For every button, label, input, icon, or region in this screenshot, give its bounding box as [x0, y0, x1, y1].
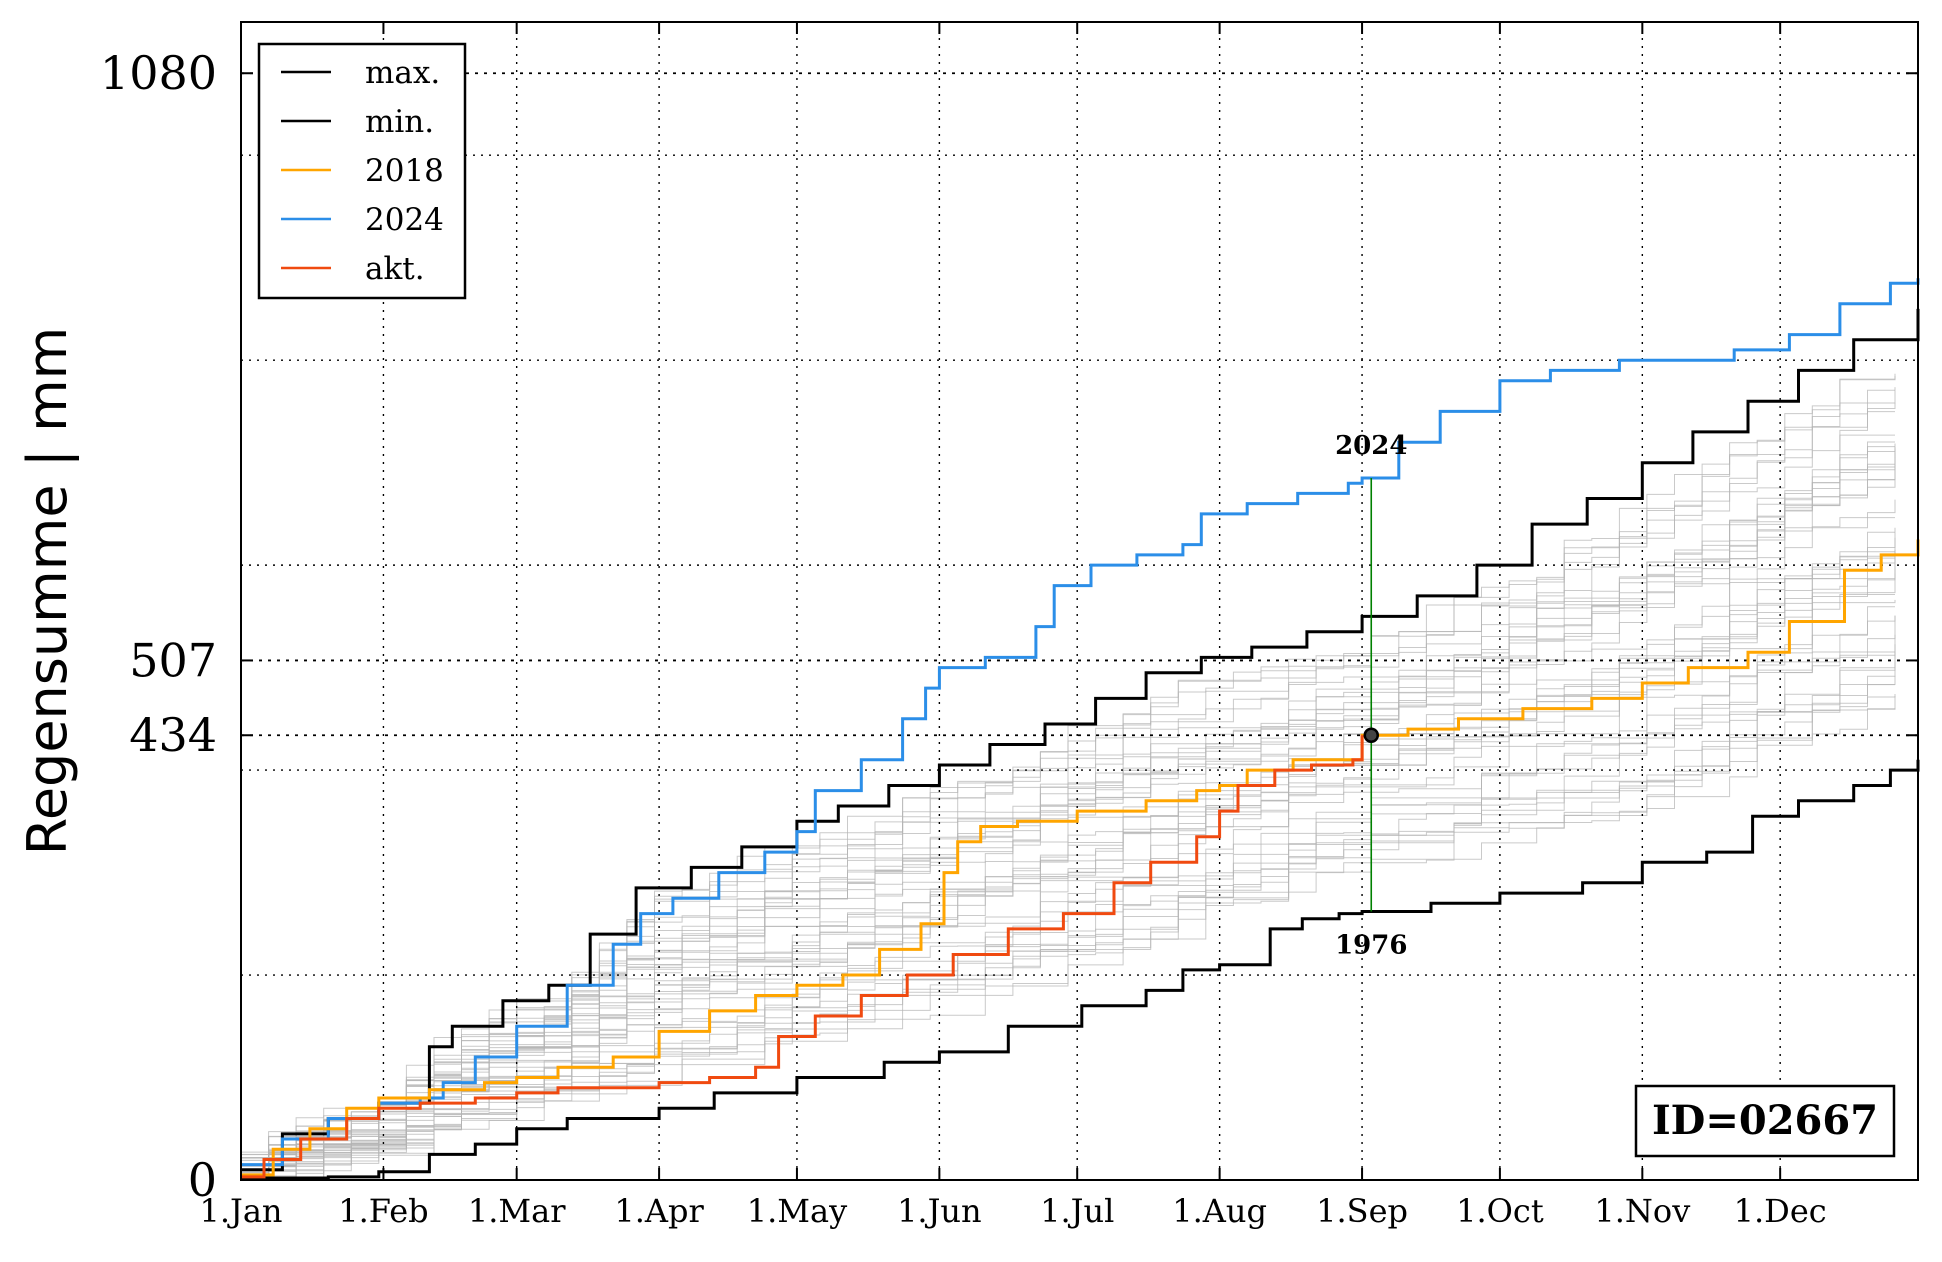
legend-label: akt. [365, 251, 425, 287]
y-tick-label: 0 [188, 1153, 217, 1207]
legend-label: 2018 [365, 153, 444, 189]
x-tick-label: 1.Jun [897, 1192, 982, 1230]
x-tick-label: 1.Apr [614, 1192, 704, 1230]
series-lines [241, 278, 1920, 1180]
x-tick-label: 1.May [747, 1192, 847, 1230]
y-tick-label: 507 [129, 633, 217, 687]
x-tick-label: 1.Jan [199, 1192, 282, 1230]
id-box-frame [1634, 1084, 1896, 1158]
background-years-lines [241, 373, 1896, 1181]
series-line-2018 [241, 539, 1920, 1177]
y-axis-ticks: 0 434 507 1080 [100, 46, 1918, 1207]
legend-label: 2024 [365, 202, 444, 238]
x-tick-label: 1.Dec [1734, 1192, 1827, 1230]
x-tick-label: 1.Mar [468, 1192, 566, 1230]
y-tick-label: 1080 [100, 46, 217, 100]
x-tick-label: 1.Jul [1040, 1192, 1114, 1230]
id-box: ID=02667 [1634, 1084, 1896, 1158]
legend-label: min. [365, 104, 434, 140]
x-tick-label: 1.Feb [338, 1192, 428, 1230]
series-line-akt [241, 735, 1364, 1179]
legend: max. min. 2018 2024 akt. [257, 42, 467, 300]
background-year-line [241, 696, 1896, 1181]
plot-frame [240, 21, 1919, 1181]
background-year-line [241, 537, 1896, 1179]
x-tick-label: 1.Oct [1456, 1192, 1544, 1230]
x-tick-label: 1.Sep [1316, 1192, 1408, 1230]
vertical-marker-group: 2024 1976 [1335, 431, 1407, 960]
background-year-line [241, 644, 1896, 1167]
background-year-line [241, 594, 1895, 1175]
background-year-line [241, 387, 1896, 1156]
series-line-max [241, 308, 1920, 1172]
id-box-label: ID=02667 [1652, 1097, 1878, 1144]
reference-lines [241, 72, 1918, 737]
background-year-line [241, 708, 1896, 1181]
marker-top-label: 2024 [1335, 431, 1407, 461]
background-year-line [241, 373, 1896, 1158]
y-axis-label: Regensumme | mm [16, 327, 79, 856]
y-tick-label: 434 [129, 708, 217, 762]
series-line-2024 [241, 278, 1920, 1167]
background-year-line [241, 551, 1895, 1181]
background-year-line [241, 402, 1896, 1178]
legend-label: max. [365, 55, 440, 91]
background-year-line [241, 375, 1896, 1181]
x-axis-ticks: 1.Jan 1.Feb 1.Mar 1.Apr 1.May 1.Jun 1.Jul 1.Aug… [199, 22, 1827, 1230]
x-tick-label: 1.Nov [1594, 1192, 1690, 1230]
marker-bottom-label: 1976 [1335, 931, 1407, 961]
series-line-min [241, 759, 1920, 1180]
background-year-line [241, 443, 1896, 1181]
x-tick-label: 1.Aug [1172, 1192, 1267, 1230]
current-point [1363, 727, 1380, 743]
